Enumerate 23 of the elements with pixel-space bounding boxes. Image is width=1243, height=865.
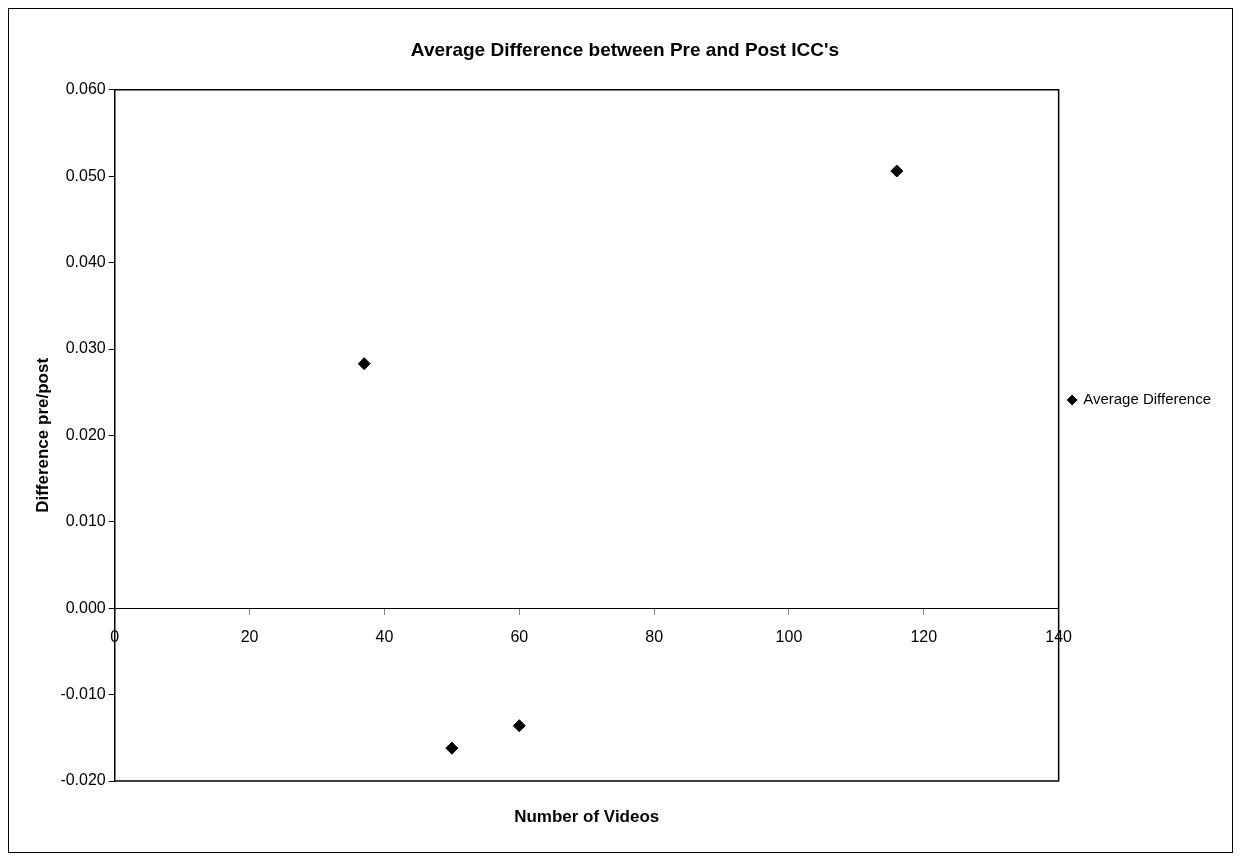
x-tick-label: 80 <box>645 628 664 646</box>
point <box>890 164 904 178</box>
y-tick-label: -0.020 <box>60 771 106 789</box>
x-axis-title: Number of Videos <box>514 807 660 827</box>
y-tick-label: 0.020 <box>65 425 106 443</box>
y-tick-label: 0.000 <box>65 598 106 616</box>
y-tick-label: 0.010 <box>65 512 106 530</box>
y-tick-label: -0.010 <box>60 685 106 703</box>
x-tick-label: 120 <box>910 628 938 646</box>
point <box>445 741 459 755</box>
x-tick-label: 100 <box>775 628 803 646</box>
x-tick-label: 40 <box>375 628 394 646</box>
chart-title: Average Difference between Pre and Post ICC's <box>410 38 840 60</box>
y-axis-title: Difference pre/post <box>32 357 52 513</box>
y-tick-label: 0.040 <box>65 253 106 271</box>
y-tick-label: 0.030 <box>65 339 106 357</box>
x-tick-label: 20 <box>240 628 259 646</box>
y-tick-label: 0.060 <box>65 80 106 98</box>
x-tick-label: 60 <box>510 628 529 646</box>
point <box>512 719 526 733</box>
y-tick-label: 0.050 <box>65 166 106 184</box>
legend-label: Average Difference <box>1083 390 1211 408</box>
point <box>357 357 371 371</box>
